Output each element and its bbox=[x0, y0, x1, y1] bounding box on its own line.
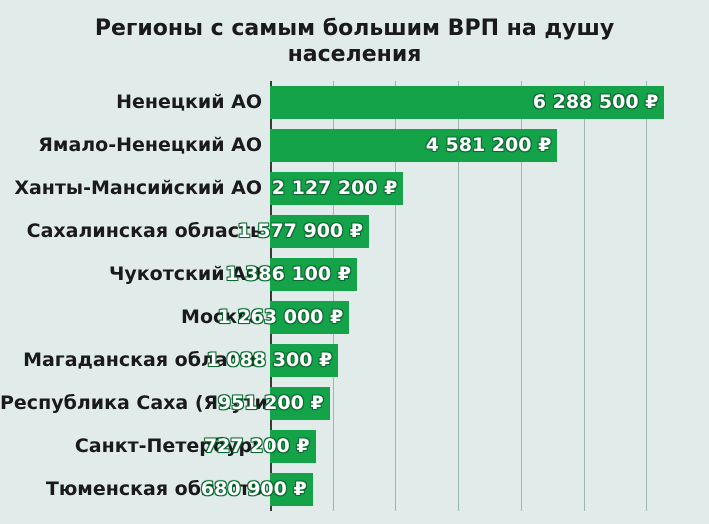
bar-track: 2 127 200 ₽ bbox=[270, 167, 709, 210]
bar-row: Тюменская область680 900 ₽ bbox=[0, 468, 709, 511]
bar-track: 6 288 500 ₽ bbox=[270, 81, 709, 124]
bar-row: Ямало-Ненецкий АО 4 581 200 ₽ bbox=[0, 124, 709, 167]
bar-track: 951 200 ₽ bbox=[270, 382, 709, 425]
bar-track: 1 386 100 ₽ bbox=[270, 253, 709, 296]
category-label: Сахалинская область bbox=[0, 220, 270, 242]
category-label: Ханты-Мансийский АО bbox=[0, 177, 270, 199]
bar-track: 727 200 ₽ bbox=[270, 425, 709, 468]
bar-row: Сахалинская область1 577 900 ₽ bbox=[0, 210, 709, 253]
bar-row: Санкт-Петербург727 200 ₽ bbox=[0, 425, 709, 468]
bar-row: Москва1 263 000 ₽ bbox=[0, 296, 709, 339]
category-label: Ямало-Ненецкий АО bbox=[0, 134, 270, 156]
value-label: 1 263 000 ₽ bbox=[212, 306, 350, 328]
value-label: 1 386 100 ₽ bbox=[219, 263, 357, 285]
chart-title-line2: населения bbox=[288, 42, 422, 67]
chart-title-line1: Регионы с самым большим ВРП на душу bbox=[95, 16, 614, 41]
chart-title: Регионы с самым большим ВРП на душу насе… bbox=[0, 0, 709, 75]
bar-track: 1 263 000 ₽ bbox=[270, 296, 709, 339]
bar-track: 1 577 900 ₽ bbox=[270, 210, 709, 253]
bar-track: 1 088 300 ₽ bbox=[270, 339, 709, 382]
plot-area: Ненецкий АО 6 288 500 ₽ Ямало-Ненецкий АО 4… bbox=[0, 81, 709, 511]
category-label: Ненецкий АО bbox=[0, 91, 270, 113]
value-label: 1 088 300 ₽ bbox=[201, 349, 339, 371]
bar-row: Ханты-Мансийский АО2 127 200 ₽ bbox=[0, 167, 709, 210]
value-label: 6 288 500 ₽ bbox=[527, 91, 665, 113]
grp-per-capita-chart: Регионы с самым большим ВРП на душу насе… bbox=[0, 0, 709, 524]
bar-row: Чукотский АО1 386 100 ₽ bbox=[0, 253, 709, 296]
value-label: 727 200 ₽ bbox=[198, 435, 316, 457]
value-label: 4 581 200 ₽ bbox=[420, 134, 558, 156]
value-label: 2 127 200 ₽ bbox=[266, 177, 404, 199]
bar-row: Ненецкий АО 6 288 500 ₽ bbox=[0, 81, 709, 124]
bar-row: Республика Саха (Якутия)951 200 ₽ bbox=[0, 382, 709, 425]
bar-track: 4 581 200 ₽ bbox=[270, 124, 709, 167]
value-label: 680 900 ₽ bbox=[195, 478, 313, 500]
value-label: 1 577 900 ₽ bbox=[231, 220, 369, 242]
bar-track: 680 900 ₽ bbox=[270, 468, 709, 511]
bar-row: Магаданская область1 088 300 ₽ bbox=[0, 339, 709, 382]
value-label: 951 200 ₽ bbox=[212, 392, 330, 414]
